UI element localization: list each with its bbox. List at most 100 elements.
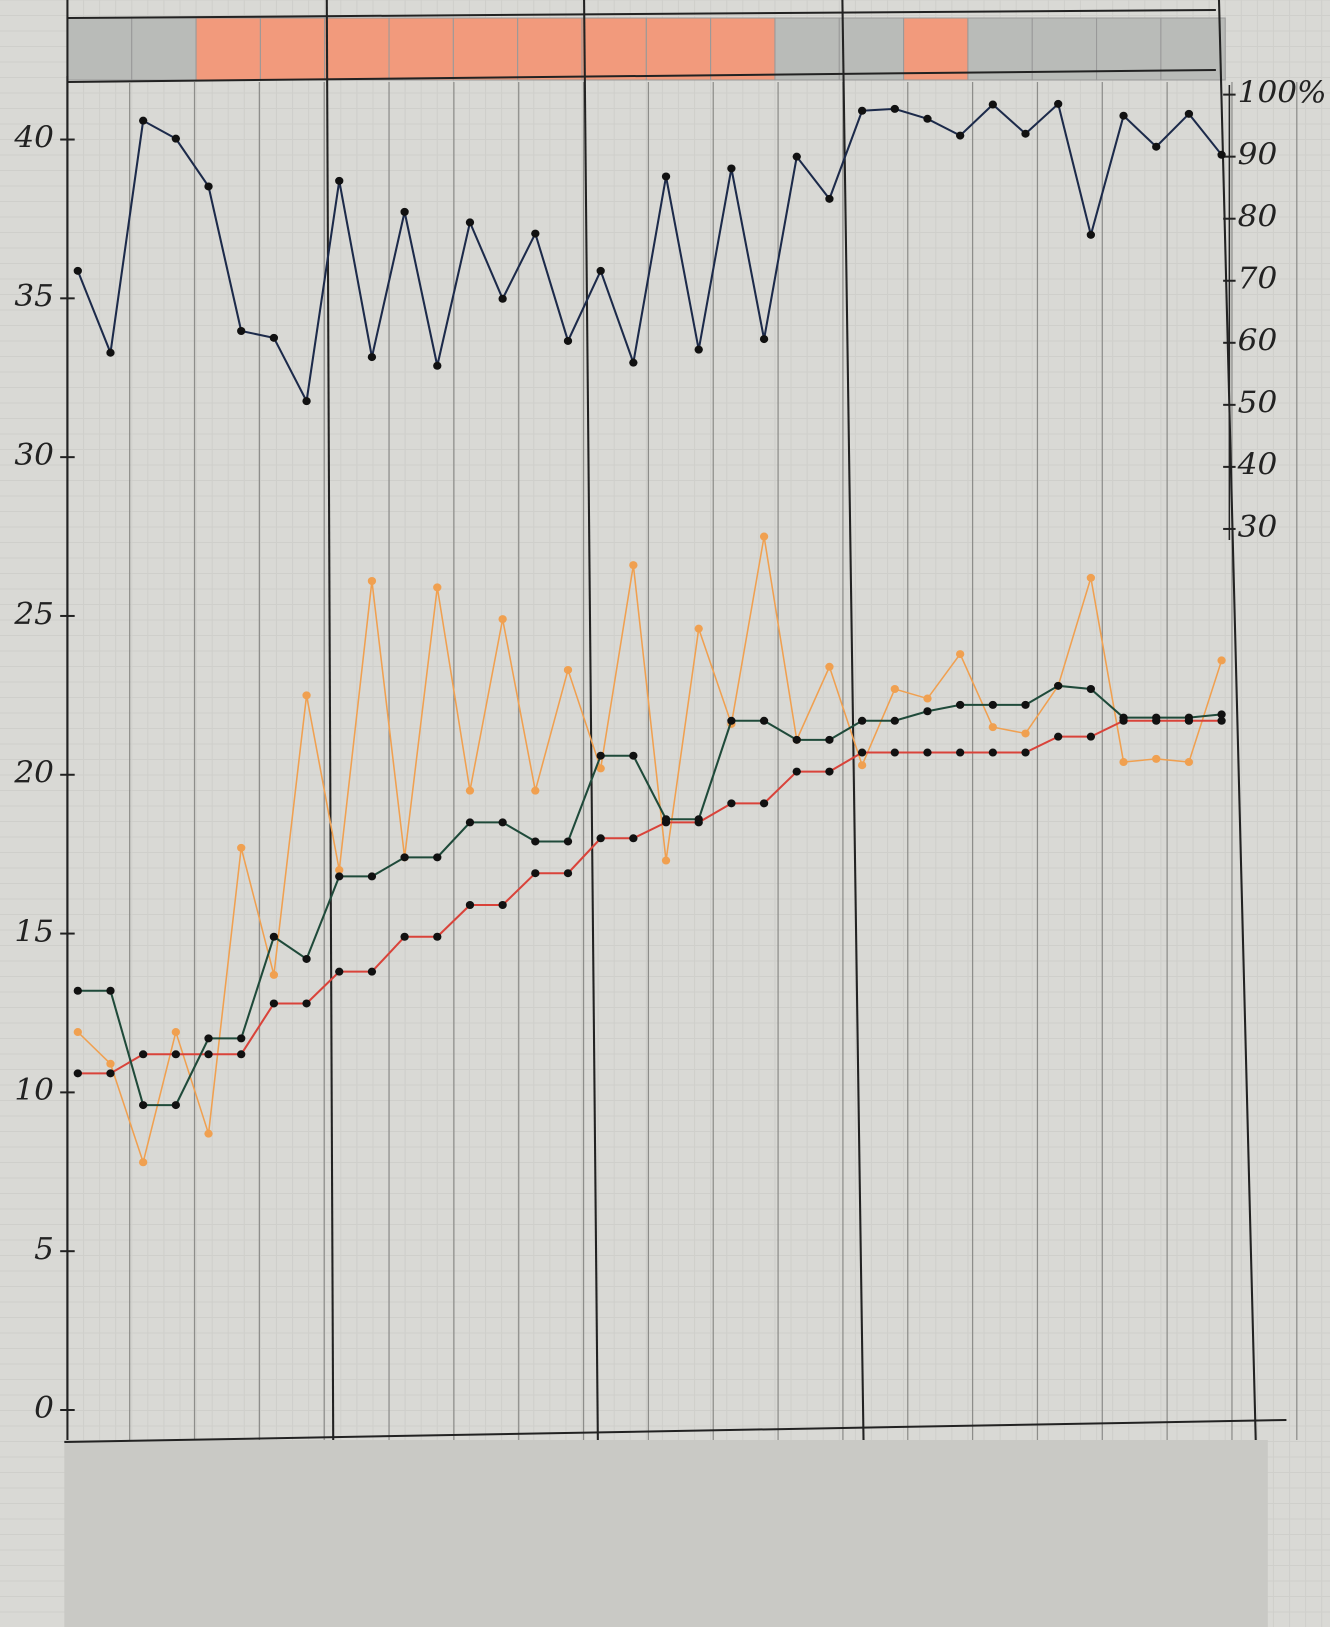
y2-tick-label: 60 [1238, 324, 1278, 358]
data-point [498, 615, 506, 623]
data-point [139, 1158, 147, 1166]
band-cell [775, 18, 839, 80]
data-point [466, 818, 474, 826]
data-point [858, 749, 866, 757]
data-point [1152, 143, 1160, 151]
data-point [302, 955, 310, 963]
data-point [1217, 710, 1225, 718]
data-point [793, 768, 801, 776]
data-point [825, 768, 833, 776]
y2-tick-label: 90 [1238, 138, 1278, 172]
data-point [956, 132, 964, 140]
data-point [433, 933, 441, 941]
data-point [564, 869, 572, 877]
data-point [662, 815, 670, 823]
data-point [237, 1050, 245, 1058]
data-point [204, 1050, 212, 1058]
data-point [1087, 685, 1095, 693]
data-point [368, 968, 376, 976]
data-point [989, 723, 997, 731]
data-point [891, 105, 899, 113]
band-cell [132, 18, 196, 80]
data-point [793, 736, 801, 744]
y-tick-label: 20 [13, 756, 54, 790]
data-point [139, 1101, 147, 1109]
data-point [1185, 714, 1193, 722]
data-point [1021, 749, 1029, 757]
data-point [1119, 758, 1127, 766]
y2-tick-label: 100% [1238, 76, 1327, 110]
y-tick-label: 15 [14, 915, 54, 949]
band-cell [839, 18, 903, 80]
data-point [204, 182, 212, 190]
data-point [400, 933, 408, 941]
band-cell [582, 18, 646, 80]
data-point [302, 397, 310, 405]
data-point [531, 837, 539, 845]
data-point [662, 173, 670, 181]
band-cell [968, 18, 1032, 80]
data-point [858, 761, 866, 769]
data-point [956, 701, 964, 709]
data-point [466, 787, 474, 795]
data-point [531, 869, 539, 877]
data-point [1185, 110, 1193, 118]
data-point [368, 353, 376, 361]
data-point [564, 666, 572, 674]
data-point [302, 999, 310, 1007]
data-point [760, 533, 768, 541]
data-point [989, 701, 997, 709]
data-point [270, 999, 278, 1007]
data-point [597, 267, 605, 275]
data-point [498, 295, 506, 303]
data-point [923, 115, 931, 123]
data-point [1152, 714, 1160, 722]
data-point [368, 577, 376, 585]
data-point [727, 164, 735, 172]
data-point [172, 135, 180, 143]
data-point [302, 691, 310, 699]
data-point [1152, 755, 1160, 763]
band-cell [904, 18, 968, 80]
y-tick-label: 40 [13, 121, 54, 155]
data-point [74, 267, 82, 275]
data-point [1087, 574, 1095, 582]
data-point [891, 749, 899, 757]
data-point [1087, 231, 1095, 239]
data-point [597, 834, 605, 842]
data-point [989, 749, 997, 757]
data-point [825, 736, 833, 744]
data-point [1119, 112, 1127, 120]
band-cell [67, 18, 131, 80]
data-point [368, 872, 376, 880]
band-cell [260, 18, 324, 80]
data-point [564, 337, 572, 345]
data-point [139, 117, 147, 125]
data-point [1021, 729, 1029, 737]
y-tick-label: 30 [14, 438, 54, 472]
data-point [531, 787, 539, 795]
data-point [172, 1050, 180, 1058]
data-point [237, 844, 245, 852]
data-point [335, 872, 343, 880]
data-point [335, 968, 343, 976]
data-point [695, 346, 703, 354]
data-point [204, 1034, 212, 1042]
footer-band [64, 1440, 1267, 1627]
data-point [1185, 758, 1193, 766]
band-cell [196, 18, 260, 80]
data-point [498, 818, 506, 826]
data-point [727, 717, 735, 725]
data-point [237, 327, 245, 335]
data-point [956, 650, 964, 658]
y2-tick-label: 30 [1238, 510, 1278, 544]
data-point [1054, 100, 1062, 108]
data-point [923, 695, 931, 703]
data-point [466, 218, 474, 226]
data-point [629, 752, 637, 760]
data-point [106, 1060, 114, 1068]
data-point [662, 857, 670, 865]
band-cell [325, 18, 389, 80]
y2-tick-label: 50 [1238, 386, 1278, 420]
data-point [989, 101, 997, 109]
